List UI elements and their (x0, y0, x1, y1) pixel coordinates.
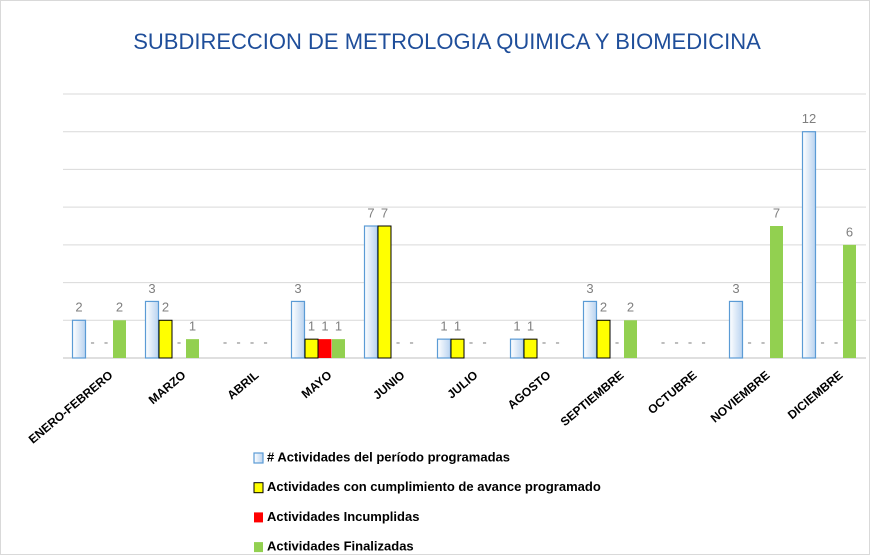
value-label: - (615, 334, 619, 349)
bar (801, 131, 817, 359)
value-label: 1 (513, 319, 520, 334)
legend-label: # Actividades del período programadas (267, 449, 510, 464)
value-label: 1 (189, 319, 196, 334)
value-label: - (820, 334, 824, 349)
bar (113, 320, 126, 358)
value-label: - (542, 334, 546, 349)
value-label: 1 (527, 319, 534, 334)
value-label: - (761, 334, 765, 349)
value-label: 7 (381, 205, 388, 220)
value-label: - (701, 334, 705, 349)
value-label: - (104, 334, 108, 349)
value-label: 1 (308, 319, 315, 334)
value-label: 7 (367, 205, 374, 220)
value-label: - (674, 334, 678, 349)
bar (71, 319, 87, 359)
value-label: 2 (116, 300, 123, 315)
value-label: - (223, 334, 227, 349)
value-label: - (177, 334, 181, 349)
bar (436, 338, 452, 359)
value-label: - (834, 334, 838, 349)
value-label: 12 (802, 111, 816, 126)
bar (770, 226, 783, 358)
bar (624, 320, 637, 358)
value-label: - (661, 334, 665, 349)
bar (582, 300, 598, 359)
value-label: 3 (586, 281, 593, 296)
value-label: 3 (148, 281, 155, 296)
bar (377, 225, 392, 359)
value-label: - (396, 334, 400, 349)
bar (304, 338, 319, 359)
bar (144, 300, 160, 359)
value-label: - (469, 334, 473, 349)
value-label: - (90, 334, 94, 349)
value-label: 2 (162, 300, 169, 315)
bar (318, 339, 332, 358)
legend-marker (253, 482, 264, 494)
value-label: - (688, 334, 692, 349)
chart-title: SUBDIRECCION DE METROLOGIA QUIMICA Y BIO… (133, 29, 761, 54)
value-label: 3 (294, 281, 301, 296)
value-label: 1 (321, 319, 328, 334)
bar (596, 319, 611, 359)
value-label: - (250, 334, 254, 349)
value-label: 1 (335, 319, 342, 334)
bar (290, 300, 306, 359)
legend-label: Actividades con cumplimiento de avance p… (267, 479, 601, 494)
value-label: 1 (440, 319, 447, 334)
bar (450, 338, 465, 359)
value-label: 7 (773, 205, 780, 220)
bar (728, 300, 744, 359)
value-label: 2 (75, 300, 82, 315)
value-label: - (409, 334, 413, 349)
value-label: - (747, 334, 751, 349)
legend-label: Actividades Finalizadas (267, 539, 414, 554)
value-label: 2 (627, 300, 634, 315)
value-label: 2 (600, 300, 607, 315)
value-label: - (236, 334, 240, 349)
bar (509, 338, 525, 359)
bar (332, 339, 345, 358)
value-label: - (263, 334, 267, 349)
bar (523, 338, 538, 359)
bar (186, 339, 199, 358)
legend-label: Actividades Incumplidas (267, 509, 419, 524)
value-label: - (555, 334, 559, 349)
value-label: 1 (454, 319, 461, 334)
legend-marker (254, 542, 263, 553)
value-label: 3 (732, 281, 739, 296)
bar (843, 244, 856, 358)
value-label: - (482, 334, 486, 349)
legend-marker (254, 512, 263, 523)
bar (363, 225, 379, 359)
legend-marker (253, 452, 264, 464)
bar (158, 319, 173, 359)
value-label: 6 (846, 224, 853, 239)
